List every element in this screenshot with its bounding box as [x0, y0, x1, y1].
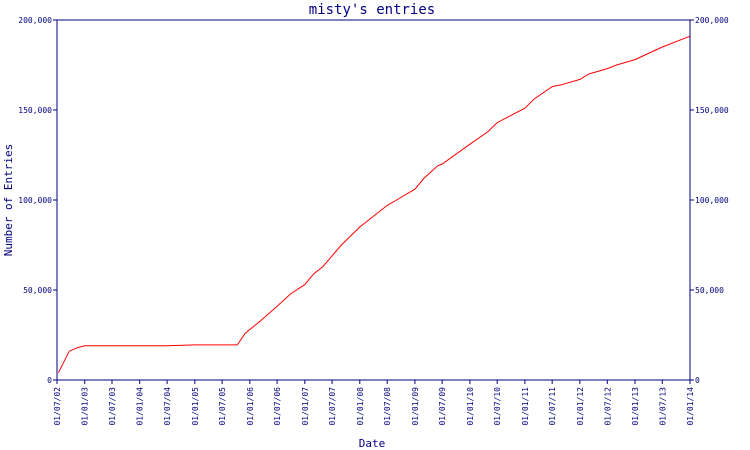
y-tick-label-left: 50,000 [23, 286, 52, 295]
x-axis-title: Date [359, 437, 386, 450]
tick-labels: 0 0 50,000 50,000 100,000 100,000 150,000 150,0… [18, 16, 729, 426]
x-tick-label: 01/01/09 [411, 387, 420, 426]
x-tick-label: 01/01/12 [576, 387, 585, 426]
series-line-entries [57, 35, 691, 374]
x-tick-label: 01/01/03 [81, 387, 90, 426]
y-tick-label-right: 50,000 [695, 286, 724, 295]
x-tick-label: 01/01/10 [466, 387, 475, 426]
x-tick-label: 01/01/06 [246, 387, 255, 426]
x-tick-label: 01/07/08 [383, 387, 392, 426]
chart-title: misty's entries [309, 2, 435, 18]
x-tick-label: 01/01/13 [631, 387, 640, 426]
x-tick-label: 01/07/13 [658, 387, 667, 426]
x-tick-label: 01/07/09 [438, 387, 447, 426]
x-tick-label: 01/01/08 [356, 387, 365, 426]
x-tick-label: 01/01/14 [686, 387, 695, 426]
y-axis-title: Number of Entries [2, 144, 15, 257]
x-tick-label: 01/07/07 [328, 387, 337, 426]
x-tick-label: 01/01/07 [301, 387, 310, 426]
x-tick-label: 01/07/11 [548, 387, 557, 426]
plot-frame [56, 19, 691, 381]
axis-ticks [53, 19, 694, 384]
x-tick-label: 01/07/04 [163, 387, 172, 426]
x-tick-label: 01/07/12 [603, 387, 612, 426]
y-tick-label-left: 200,000 [18, 16, 52, 25]
y-tick-label-right: 200,000 [695, 16, 729, 25]
x-tick-label: 01/01/05 [191, 387, 200, 426]
y-tick-label-right: 150,000 [695, 106, 729, 115]
y-tick-label-left: 100,000 [18, 196, 52, 205]
y-tick-label-right: 100,000 [695, 196, 729, 205]
x-tick-label: 01/01/04 [136, 387, 145, 426]
y-tick-label-left: 0 [47, 376, 52, 385]
x-tick-label: 01/01/11 [521, 387, 530, 426]
y-tick-label-left: 150,000 [18, 106, 52, 115]
x-tick-label: 01/07/06 [273, 387, 282, 426]
x-tick-label: 01/07/05 [218, 387, 227, 426]
x-tick-label: 01/07/02 [53, 387, 62, 426]
x-tick-label: 01/07/03 [108, 387, 117, 426]
y-tick-label-right: 0 [695, 376, 700, 385]
x-tick-label: 01/07/10 [493, 387, 502, 426]
